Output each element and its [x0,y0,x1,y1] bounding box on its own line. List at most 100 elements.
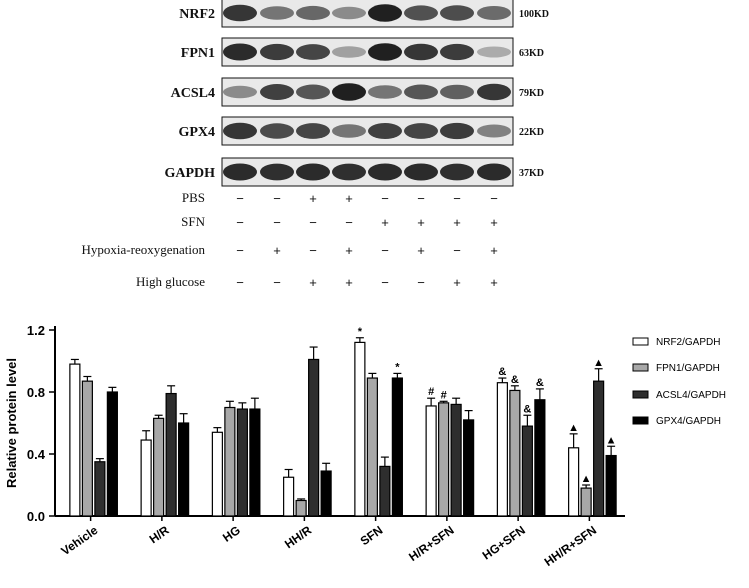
significance-marker: & [536,377,544,389]
bar-acsl4-4 [308,358,320,517]
bar-fpn1-4 [295,499,307,517]
condition-sign-4-2: − [273,275,281,290]
significance-marker: ▲ [606,434,617,446]
bar-fpn1-2 [153,417,165,517]
blot-band-gpx4-lane-1 [223,122,257,140]
blot-strip-fpn1 [221,37,514,67]
blot-band-gpx4-lane-2 [260,123,294,139]
blot-band-fpn1-lane-3 [296,44,330,60]
blot-band-gpx4-lane-8 [477,124,511,138]
blot-band-acsl4-lane-8 [477,83,511,101]
condition-sign-4-1: − [236,275,244,290]
condition-sign-3-5: − [381,243,389,258]
bar-nrf2-5 [354,341,366,517]
bar-nrf2-8 [568,447,580,517]
bar-nrf2-6 [425,405,437,517]
blot-band-gapdh-lane-3 [296,163,330,181]
y-axis-title: Relative protein level [4,358,19,488]
bar-gpx4-1 [106,391,118,517]
condition-sign-3-2: + [273,243,281,258]
blot-band-acsl4-lane-6 [404,84,438,100]
blot-band-gapdh-lane-6 [404,163,438,181]
legend-item-3: ACSL4/GAPDH [632,390,726,401]
blot-band-nrf2-lane-6 [404,5,438,21]
significance-marker: # [441,389,447,401]
legend-label: FPN1/GAPDH [656,363,720,374]
blot-band-nrf2-lane-3 [296,5,330,21]
legend-item-1: NRF2/GAPDH [632,337,720,348]
blot-band-nrf2-lane-2 [260,6,294,20]
condition-sign-4-8: + [490,275,498,290]
significance-marker: * [358,326,363,338]
blot-band-gapdh-lane-1 [223,163,257,181]
blot-band-acsl4-lane-5 [368,85,402,99]
blot-labels: NRF2 100KD FPN1 63KD ACSL4 79KD GPX4 22KD GAPDH 3… [164,7,549,181]
legend-item-2: FPN1/GAPDH [632,363,720,374]
y-tick-label: 0.8 [27,385,45,400]
legend-label: ACSL4/GAPDH [656,390,726,401]
condition-sign-2-3: − [309,215,317,230]
condition-sign-1-4: + [345,191,353,206]
x-tick-label: H/R [147,523,172,547]
bar-fpn1-3 [224,406,236,517]
condition-sign-3-3: − [309,243,317,258]
condition-sign-1-3: + [309,191,317,206]
protein-size-gapdh: 37KD [519,168,544,179]
blot-band-gpx4-lane-5 [368,123,402,139]
legend-swatch [632,416,649,425]
condition-sign-4-7: + [453,275,461,290]
bar-acsl4-8 [593,380,605,517]
blot-band-nrf2-lane-5 [368,4,402,22]
condition-sign-3-8: + [490,243,498,258]
bar-gpx4-5 [391,377,403,517]
condition-label-1: PBS [182,190,205,205]
condition-sign-3-4: + [345,243,353,258]
protein-label-nrf2: NRF2 [179,7,215,22]
bar-gpx4-4 [320,470,332,517]
legend-swatch [632,390,649,399]
protein-label-fpn1: FPN1 [181,46,215,61]
blot-band-fpn1-lane-5 [368,43,402,61]
condition-sign-4-3: + [309,275,317,290]
significance-marker: & [498,366,506,378]
condition-sign-2-4: − [345,215,353,230]
legend-label: GPX4/GAPDH [656,416,721,427]
blot-band-fpn1-lane-4 [332,46,366,58]
significance-marker: & [511,374,519,386]
bar-acsl4-2 [165,392,177,517]
blot-band-gapdh-lane-2 [260,163,294,181]
blot-band-gapdh-lane-7 [440,163,474,181]
x-tick-label: HH/R [282,523,314,551]
western-blot-panel: NRF2 100KD FPN1 63KD ACSL4 79KD GPX4 22KD GAPDH 3… [164,0,549,187]
legend: NRF2/GAPDH FPN1/GAPDH ACSL4/GAPDH GPX4/GAPD… [632,337,726,427]
protein-size-nrf2: 100KD [519,9,549,20]
bar-fpn1-5 [366,377,378,517]
protein-label-gpx4: GPX4 [178,125,215,140]
blot-band-fpn1-lane-6 [404,43,438,61]
significance-marker: ▲ [593,357,604,369]
x-tick-label: SFN [358,523,386,548]
bar-nrf2-7 [496,382,508,517]
condition-sign-1-6: − [417,191,425,206]
bar-gpx4-7 [534,399,546,517]
blot-band-fpn1-lane-8 [477,46,511,58]
condition-sign-2-2: − [273,215,281,230]
protein-size-gpx4: 22KD [519,127,544,138]
bar-gpx4-8 [605,454,617,517]
condition-sign-2-6: + [417,215,425,230]
x-tick-label: HG+SFN [480,523,528,563]
blot-strip-gpx4 [221,116,514,146]
blot-band-fpn1-lane-2 [260,43,294,61]
blot-strip-nrf2 [221,0,514,28]
condition-sign-2-1: − [236,215,244,230]
condition-sign-3-1: − [236,243,244,258]
bar-acsl4-1 [94,461,106,517]
protein-size-fpn1: 63KD [519,48,544,59]
blot-band-gpx4-lane-3 [296,123,330,139]
legend-item-4: GPX4/GAPDH [632,416,721,427]
condition-table: PBS − − + + − − − − SFN − − − − + + + + Hypoxia-reoxygenat… [82,190,498,290]
blot-band-nrf2-lane-4 [332,6,366,20]
blot-band-acsl4-lane-2 [260,84,294,100]
bar-acsl4-3 [236,408,248,517]
protein-label-acsl4: ACSL4 [171,86,215,101]
